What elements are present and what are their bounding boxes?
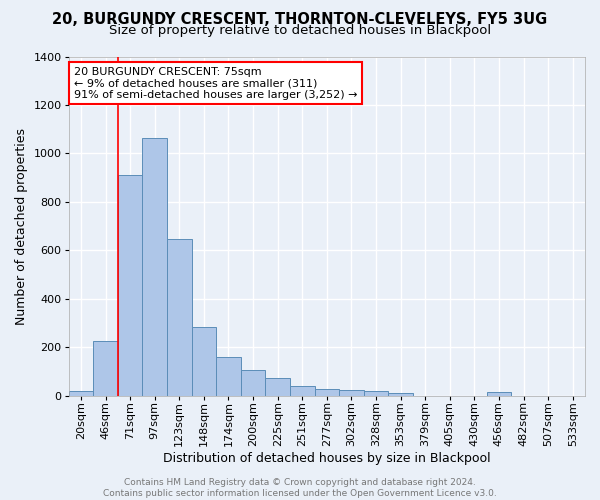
Y-axis label: Number of detached properties: Number of detached properties bbox=[15, 128, 28, 324]
Bar bbox=[314, 389, 339, 396]
Bar bbox=[142, 138, 167, 396]
Bar bbox=[339, 390, 364, 396]
Text: 20 BURGUNDY CRESCENT: 75sqm
← 9% of detached houses are smaller (311)
91% of sem: 20 BURGUNDY CRESCENT: 75sqm ← 9% of deta… bbox=[74, 66, 357, 100]
Bar bbox=[364, 391, 388, 396]
Bar bbox=[191, 326, 216, 396]
Bar bbox=[487, 392, 511, 396]
Bar bbox=[388, 392, 413, 396]
Text: Size of property relative to detached houses in Blackpool: Size of property relative to detached ho… bbox=[109, 24, 491, 37]
Text: Contains HM Land Registry data © Crown copyright and database right 2024.
Contai: Contains HM Land Registry data © Crown c… bbox=[103, 478, 497, 498]
Bar bbox=[216, 357, 241, 396]
Bar bbox=[265, 378, 290, 396]
Text: 20, BURGUNDY CRESCENT, THORNTON-CLEVELEYS, FY5 3UG: 20, BURGUNDY CRESCENT, THORNTON-CLEVELEY… bbox=[52, 12, 548, 28]
Bar bbox=[118, 175, 142, 396]
Bar bbox=[290, 386, 314, 396]
Bar bbox=[68, 391, 93, 396]
X-axis label: Distribution of detached houses by size in Blackpool: Distribution of detached houses by size … bbox=[163, 452, 491, 465]
Bar bbox=[241, 370, 265, 396]
Bar bbox=[93, 341, 118, 396]
Bar bbox=[167, 238, 191, 396]
